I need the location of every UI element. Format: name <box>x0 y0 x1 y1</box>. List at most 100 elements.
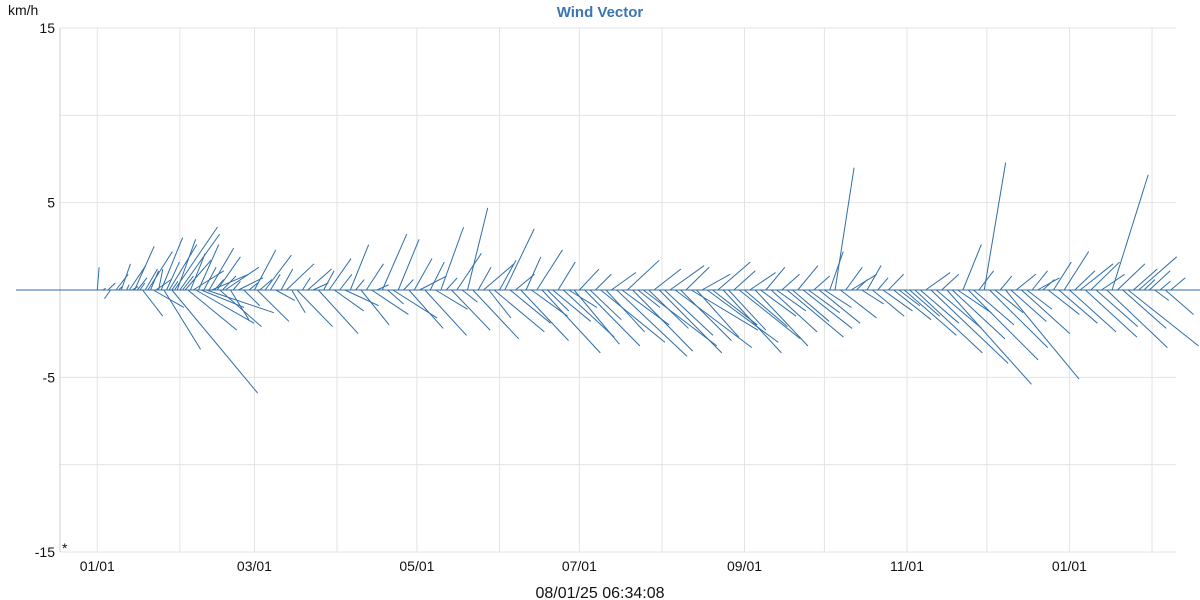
wind-vector <box>1058 289 1098 324</box>
wind-vector <box>557 261 576 291</box>
wind-vector <box>872 289 905 317</box>
wind-vector <box>253 249 277 291</box>
wind-vector <box>120 263 131 291</box>
wind-vector <box>413 258 433 291</box>
wind-vector <box>1037 277 1060 291</box>
y-tick-label: -5 <box>43 369 56 385</box>
wind-vector <box>1047 289 1080 315</box>
wind-vector <box>536 249 563 291</box>
wind-vector <box>845 266 863 291</box>
wind-vector <box>118 286 123 291</box>
wind-vector <box>520 289 569 341</box>
wind-vector <box>632 289 694 352</box>
wind-vector <box>243 289 261 307</box>
wind-vector <box>744 289 788 328</box>
y-tick-label: 15 <box>39 20 55 36</box>
wind-vector <box>818 289 861 324</box>
wind-vector <box>445 277 458 291</box>
axis-labels: 15 5 -5 -15 01/01 03/01 05/01 07/01 09/01 11/01 01… <box>35 20 1087 574</box>
wind-vector <box>728 289 767 331</box>
y-axis-unit-label: km/h <box>8 2 38 18</box>
wind-vector <box>179 233 221 291</box>
wind-vector <box>419 275 447 291</box>
x-tick-label: 05/01 <box>399 558 434 574</box>
wind-vector <box>456 253 482 291</box>
wind-vector <box>898 289 921 307</box>
wind-vector <box>104 289 112 300</box>
wind-vector <box>163 289 202 350</box>
wind-vector <box>1143 279 1156 291</box>
wind-vector <box>866 265 882 291</box>
wind-vector <box>198 244 220 291</box>
wind-vector <box>134 246 155 291</box>
wind-vector <box>802 289 853 329</box>
wind-vector <box>264 254 292 291</box>
wind-vector <box>1133 268 1158 291</box>
wind-vector <box>424 289 467 336</box>
wind-vector <box>397 239 420 291</box>
wind-vector <box>339 273 353 291</box>
wind-vector <box>166 261 180 291</box>
wind-vector <box>1021 289 1071 335</box>
wind-vector <box>208 247 235 291</box>
wind-vector <box>541 289 601 354</box>
wind-vector <box>552 289 592 322</box>
wind-vector <box>136 277 148 291</box>
wind-vector <box>951 289 1006 340</box>
wind-vector <box>190 253 206 291</box>
wind-vector <box>925 272 951 291</box>
wind-vector <box>499 260 517 291</box>
wind-vector <box>909 289 940 317</box>
wind-vector <box>547 289 570 312</box>
wind-vector <box>861 289 885 305</box>
wind-vector <box>259 279 273 291</box>
wind-vector <box>1170 277 1186 291</box>
wind-vector <box>467 207 489 291</box>
wind-vector <box>1010 289 1047 322</box>
wind-vector <box>1127 289 1199 347</box>
wind-vector <box>765 266 786 291</box>
wind-vector <box>962 244 982 291</box>
wind-vector <box>637 289 661 308</box>
wind-vector <box>973 289 1015 326</box>
wind-vector <box>171 280 179 291</box>
wind-vector <box>584 289 641 347</box>
wind-vector <box>291 289 306 313</box>
wind-vector <box>967 289 1039 361</box>
wind-vector <box>182 275 194 291</box>
wind-vector <box>365 263 384 291</box>
wind-vector <box>568 289 598 308</box>
wind-vector <box>786 289 844 338</box>
wind-vector <box>946 289 1032 385</box>
wind-vector <box>893 289 932 321</box>
wind-vector <box>824 289 852 308</box>
wind-vector <box>509 289 551 324</box>
wind-vector <box>515 273 535 291</box>
wind-vectors <box>54 162 1199 394</box>
wind-vector <box>435 289 468 310</box>
wind-vector <box>733 270 756 291</box>
wind-vector <box>230 289 250 320</box>
wind-vector <box>1165 289 1194 315</box>
wind-vector <box>935 289 982 329</box>
wind-vector <box>493 289 545 333</box>
wind-vector <box>589 289 622 321</box>
wind-vector <box>914 289 983 354</box>
timestamp-label: 08/01/25 06:34:08 <box>535 585 664 600</box>
wind-vector <box>152 289 185 308</box>
wind-vector <box>1159 280 1171 291</box>
wind-vector <box>224 266 260 291</box>
wind-vector <box>232 280 241 291</box>
wind-vector <box>360 289 390 326</box>
wind-vector <box>669 265 705 291</box>
wind-vector <box>919 289 960 324</box>
wind-vector <box>887 273 905 291</box>
wind-vector <box>579 268 600 291</box>
wind-vector <box>856 279 868 291</box>
wind-vector <box>749 272 776 291</box>
corner-marker: * <box>62 540 68 556</box>
wind-vector <box>168 244 198 291</box>
wind-vector <box>483 263 515 291</box>
x-tick-label: 01/01 <box>80 558 115 574</box>
